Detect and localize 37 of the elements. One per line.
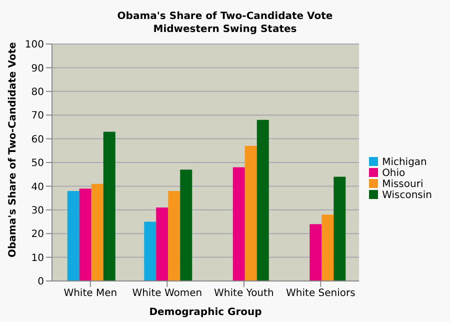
y-axis-title: Obama's Share of Two-Candidate Vote — [8, 42, 19, 258]
x-tick-label: White Women — [132, 288, 202, 300]
bar — [232, 167, 245, 281]
y-tick-label: 0 — [38, 276, 44, 288]
y-tick-label: 20 — [31, 229, 44, 240]
bar — [322, 214, 334, 281]
bar — [256, 120, 269, 281]
x-axis-title: Demographic Group — [149, 307, 262, 318]
legend-label: Michigan — [382, 156, 427, 168]
bar — [103, 132, 116, 281]
chart-title: Obama's Share of Two-Candidate Vote — [116, 10, 334, 23]
y-tick-label: 10 — [31, 252, 44, 264]
bar — [144, 222, 156, 281]
bar — [244, 146, 257, 281]
y-tick-label: 100 — [24, 40, 44, 51]
x-tick-label: White Youth — [214, 288, 274, 300]
bar — [168, 190, 180, 281]
bar — [180, 170, 192, 281]
y-tick-label: 80 — [31, 86, 44, 98]
bar — [156, 208, 168, 281]
bar — [334, 176, 346, 281]
x-tick-label: White Seniors — [286, 288, 356, 300]
chart-subtitle: Midwestern Swing States — [152, 23, 298, 36]
bar — [67, 190, 80, 281]
y-tick-label: 40 — [31, 182, 44, 193]
y-tick-label: 50 — [31, 158, 44, 170]
y-tick-label: 60 — [31, 134, 44, 146]
legend-label: Missouri — [382, 178, 424, 190]
y-tick-label: 90 — [31, 63, 44, 74]
y-tick-label: 30 — [31, 205, 44, 216]
bar — [91, 184, 104, 281]
bar — [79, 188, 92, 281]
x-tick-label: White Men — [64, 288, 118, 300]
y-tick-label: 70 — [31, 110, 44, 122]
legend-label: Wisconsin — [382, 190, 432, 200]
legend-label: Ohio — [382, 168, 406, 178]
bar — [310, 224, 322, 281]
